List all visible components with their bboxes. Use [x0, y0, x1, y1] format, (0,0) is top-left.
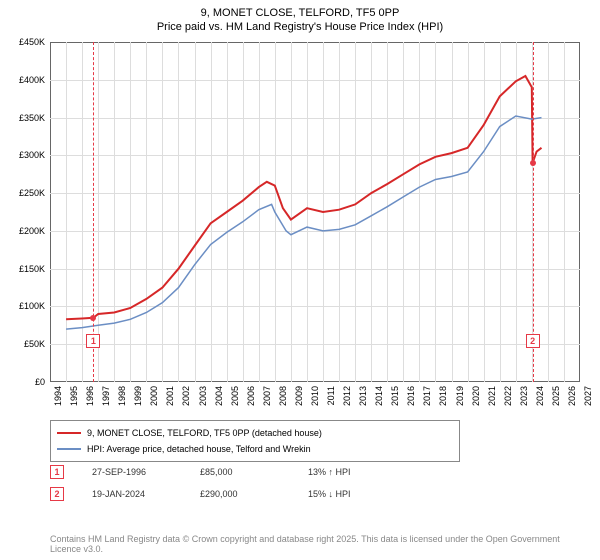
x-axis-label: 2027 — [583, 386, 593, 406]
y-axis-label: £350K — [19, 113, 45, 123]
sale-marker: 1 — [50, 465, 64, 479]
y-axis-label: £100K — [19, 301, 45, 311]
x-axis-label: 2007 — [262, 386, 272, 406]
x-axis-label: 2021 — [487, 386, 497, 406]
legend-swatch — [57, 448, 81, 450]
series-hpi — [66, 116, 541, 329]
x-axis-label: 1997 — [101, 386, 111, 406]
y-axis-label: £150K — [19, 264, 45, 274]
x-axis-label: 2013 — [358, 386, 368, 406]
legend-item: HPI: Average price, detached house, Telf… — [57, 441, 453, 457]
y-axis-label: £50K — [24, 339, 45, 349]
x-axis-label: 2025 — [551, 386, 561, 406]
line-chart — [50, 42, 580, 382]
x-axis-label: 2008 — [278, 386, 288, 406]
x-axis-label: 1999 — [133, 386, 143, 406]
x-axis-label: 2002 — [181, 386, 191, 406]
marker-badge-2: 2 — [526, 334, 540, 348]
sale-row: 1 27-SEP-1996 £85,000 13% ↑ HPI — [50, 465, 388, 479]
legend-label: HPI: Average price, detached house, Telf… — [87, 441, 311, 457]
x-axis-label: 2015 — [390, 386, 400, 406]
x-axis-label: 2005 — [230, 386, 240, 406]
x-axis-label: 2010 — [310, 386, 320, 406]
x-axis-label: 2022 — [503, 386, 513, 406]
chart-area: 12 £0£50K£100K£150K£200K£250K£300K£350K£… — [50, 42, 580, 382]
sale-delta: 13% ↑ HPI — [308, 467, 388, 477]
legend-label: 9, MONET CLOSE, TELFORD, TF5 0PP (detach… — [87, 425, 322, 441]
sale-price: £290,000 — [200, 489, 280, 499]
x-axis-label: 1998 — [117, 386, 127, 406]
y-axis-label: £250K — [19, 188, 45, 198]
x-axis-label: 2020 — [471, 386, 481, 406]
x-axis-label: 2004 — [214, 386, 224, 406]
marker-dot-1 — [90, 315, 96, 321]
legend-item: 9, MONET CLOSE, TELFORD, TF5 0PP (detach… — [57, 425, 453, 441]
title-line1: 9, MONET CLOSE, TELFORD, TF5 0PP — [0, 6, 600, 20]
x-axis-label: 2006 — [246, 386, 256, 406]
x-axis-label: 2014 — [374, 386, 384, 406]
sale-marker: 2 — [50, 487, 64, 501]
chart-title: 9, MONET CLOSE, TELFORD, TF5 0PP Price p… — [0, 0, 600, 37]
x-axis-label: 1995 — [69, 386, 79, 406]
x-axis-label: 2018 — [438, 386, 448, 406]
x-axis-label: 2024 — [535, 386, 545, 406]
x-axis-label: 2023 — [519, 386, 529, 406]
y-axis-label: £0 — [35, 377, 45, 387]
x-axis-label: 1994 — [53, 386, 63, 406]
x-axis-label: 2016 — [406, 386, 416, 406]
x-axis-label: 2012 — [342, 386, 352, 406]
y-axis-label: £200K — [19, 226, 45, 236]
sale-delta: 15% ↓ HPI — [308, 489, 388, 499]
y-axis-label: £300K — [19, 150, 45, 160]
legend-swatch — [57, 432, 81, 434]
x-axis-label: 2001 — [165, 386, 175, 406]
sale-price: £85,000 — [200, 467, 280, 477]
x-axis-label: 2011 — [326, 386, 336, 405]
y-axis-label: £400K — [19, 75, 45, 85]
sale-row: 2 19-JAN-2024 £290,000 15% ↓ HPI — [50, 487, 388, 501]
marker-line-2 — [533, 42, 534, 382]
legend: 9, MONET CLOSE, TELFORD, TF5 0PP (detach… — [50, 420, 460, 462]
x-axis-label: 2009 — [294, 386, 304, 406]
title-line2: Price paid vs. HM Land Registry's House … — [0, 20, 600, 34]
marker-badge-1: 1 — [86, 334, 100, 348]
series-price_paid — [66, 76, 541, 319]
x-axis-label: 2000 — [149, 386, 159, 406]
copyright-text: Contains HM Land Registry data © Crown c… — [50, 534, 570, 554]
x-axis-label: 1996 — [85, 386, 95, 406]
x-axis-label: 2026 — [567, 386, 577, 406]
marker-line-1 — [93, 42, 94, 382]
x-axis-label: 2003 — [198, 386, 208, 406]
y-axis-label: £450K — [19, 37, 45, 47]
sale-date: 27-SEP-1996 — [92, 467, 172, 477]
x-axis-label: 2019 — [455, 386, 465, 406]
marker-dot-2 — [530, 160, 536, 166]
x-axis-label: 2017 — [422, 386, 432, 406]
sales-table: 1 27-SEP-1996 £85,000 13% ↑ HPI 2 19-JAN-2024… — [50, 465, 388, 509]
sale-date: 19-JAN-2024 — [92, 489, 172, 499]
